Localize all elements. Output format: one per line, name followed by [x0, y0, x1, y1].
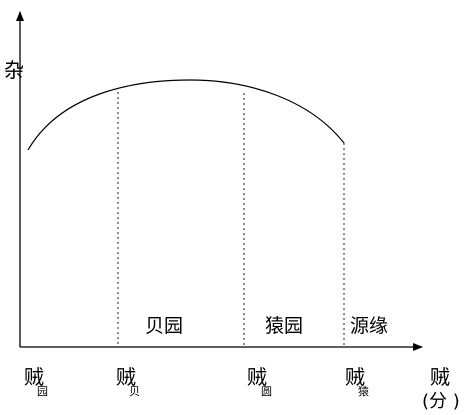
tick-label-1: 贼 — [24, 365, 44, 389]
curve — [27, 79, 345, 151]
tick-label-3: 贼 — [247, 365, 267, 389]
zone-label-3: 猿园 — [265, 315, 303, 337]
tick-label-2: 贼 — [116, 365, 136, 389]
tick-sub-4: 猿 — [358, 384, 369, 398]
x-axis-label: 贼 — [430, 365, 450, 389]
zone-label-2: 贝园 — [145, 315, 183, 337]
x-axis-unit: (分 ) — [422, 391, 460, 412]
tick-sub-2: 贝 — [129, 385, 140, 398]
y-axis-label: 杂 — [4, 58, 24, 82]
tick-label-4: 贼 — [345, 365, 365, 389]
zone-label-4: 源缘 — [350, 315, 388, 337]
tick-sub-3: 圆 — [261, 385, 272, 398]
tick-sub-1: 园 — [37, 385, 48, 398]
